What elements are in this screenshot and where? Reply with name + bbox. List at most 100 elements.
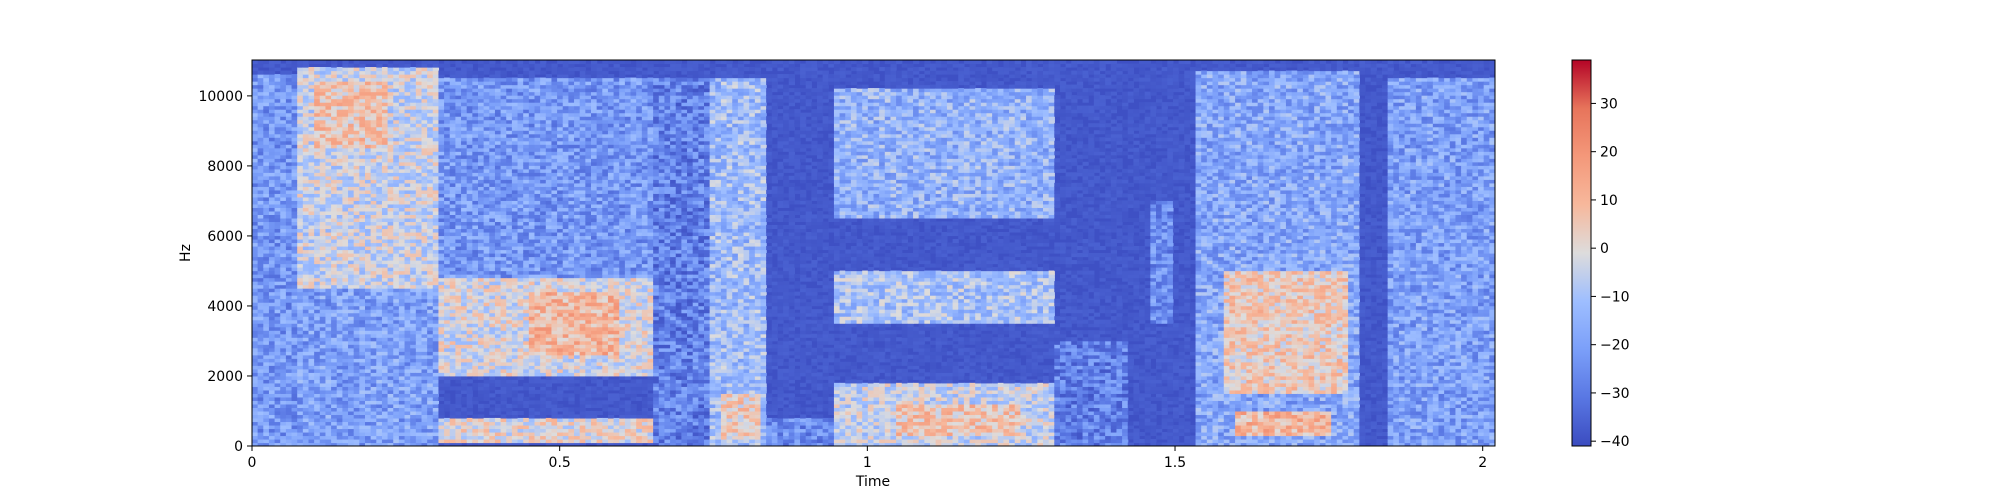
heatmap-cell <box>336 210 343 215</box>
heatmap-cell <box>291 119 298 124</box>
heatmap-cell <box>342 365 349 370</box>
heatmap-cell <box>314 144 321 149</box>
heatmap-cell <box>285 438 293 444</box>
heatmap-cell <box>455 203 462 208</box>
heatmap-cell <box>365 372 372 377</box>
heatmap-cell <box>483 203 490 208</box>
heatmap-cell <box>342 417 349 423</box>
heatmap-cell <box>455 238 462 244</box>
heatmap-cell <box>381 305 389 310</box>
heatmap-cell <box>291 196 298 201</box>
heatmap-cell <box>257 77 264 82</box>
heatmap-cell <box>387 249 394 254</box>
heatmap-cell <box>410 417 417 423</box>
heatmap-cell <box>365 70 372 75</box>
heatmap-cell <box>410 414 417 419</box>
heatmap-cell <box>280 161 287 166</box>
heatmap-cell <box>398 193 406 198</box>
heatmap-cell <box>263 175 270 180</box>
heatmap-cell <box>381 428 389 433</box>
heatmap-cell <box>336 424 343 430</box>
heatmap-cell <box>421 435 428 440</box>
heatmap-cell <box>252 382 259 387</box>
heatmap-cell <box>438 228 445 233</box>
heatmap-cell <box>449 196 456 201</box>
heatmap-cell <box>252 281 259 286</box>
heatmap-cell <box>274 256 281 261</box>
heatmap-cell <box>359 333 366 338</box>
heatmap-cell <box>263 438 270 444</box>
heatmap-cell <box>252 375 259 380</box>
heatmap-cell <box>466 235 473 240</box>
heatmap-cell <box>461 431 468 437</box>
heatmap-cell <box>427 312 434 317</box>
heatmap-cell <box>319 238 327 244</box>
heatmap-cell <box>280 379 287 384</box>
heatmap-cell <box>444 77 451 82</box>
heatmap-cell <box>370 119 377 124</box>
heatmap-cell <box>432 284 440 289</box>
heatmap-cell <box>252 228 259 233</box>
heatmap-cell <box>336 158 343 163</box>
heatmap-cell <box>285 298 293 303</box>
heatmap-cell <box>415 228 423 233</box>
heatmap-cell <box>444 358 451 363</box>
heatmap-cell <box>336 88 343 93</box>
heatmap-cell <box>478 123 485 128</box>
heatmap-cell <box>494 298 502 303</box>
heatmap-cell <box>308 270 315 275</box>
heatmap-cell <box>444 98 451 103</box>
heatmap-cell <box>348 316 355 321</box>
heatmap-cell <box>461 375 468 380</box>
heatmap-cell <box>444 302 451 307</box>
heatmap-cell <box>421 98 428 103</box>
heatmap-cell <box>494 81 502 86</box>
heatmap-cell <box>461 186 468 191</box>
heatmap-cell <box>257 182 264 187</box>
heatmap-cell <box>432 421 440 426</box>
heatmap-cell <box>500 116 507 121</box>
heatmap-cell <box>494 277 502 282</box>
heatmap-cell <box>359 98 366 103</box>
heatmap-cell <box>506 256 513 261</box>
heatmap-cell <box>500 382 507 387</box>
heatmap-cell <box>342 253 349 258</box>
heatmap-cell <box>494 337 502 342</box>
heatmap-cell <box>438 351 445 356</box>
heatmap-cell <box>342 424 349 430</box>
heatmap-cell <box>302 130 310 135</box>
heatmap-cell <box>308 428 315 433</box>
heatmap-cell <box>466 309 473 314</box>
heatmap-cell <box>489 116 496 121</box>
heatmap-cell <box>263 165 270 170</box>
heatmap-cell <box>500 196 507 201</box>
heatmap-cell <box>421 182 428 187</box>
heatmap-cell <box>393 60 400 65</box>
heatmap-cell <box>285 77 293 82</box>
heatmap-cell <box>314 421 321 426</box>
heatmap-cell <box>348 112 355 117</box>
heatmap-cell <box>319 102 327 107</box>
heatmap-cell <box>308 77 315 82</box>
heatmap-cell <box>297 326 304 331</box>
heatmap-cell <box>483 270 490 275</box>
heatmap-cell <box>432 274 440 279</box>
heatmap-cell <box>285 242 293 247</box>
heatmap-cell <box>461 260 468 265</box>
heatmap-cell <box>472 291 479 296</box>
heatmap-cell <box>398 147 406 152</box>
heatmap-cell <box>444 347 451 352</box>
heatmap-cell <box>280 123 287 128</box>
heatmap-cell <box>410 231 417 237</box>
heatmap-cell <box>263 333 270 338</box>
heatmap-cell <box>285 414 293 419</box>
heatmap-cell <box>257 133 264 138</box>
heatmap-cell <box>500 158 507 163</box>
heatmap-cell <box>376 421 383 426</box>
heatmap-cell <box>308 421 315 426</box>
heatmap-cell <box>410 84 417 89</box>
heatmap-cell <box>478 382 485 387</box>
heatmap-cell <box>415 389 423 394</box>
heatmap-cell <box>438 347 445 352</box>
heatmap-cell <box>494 203 502 208</box>
